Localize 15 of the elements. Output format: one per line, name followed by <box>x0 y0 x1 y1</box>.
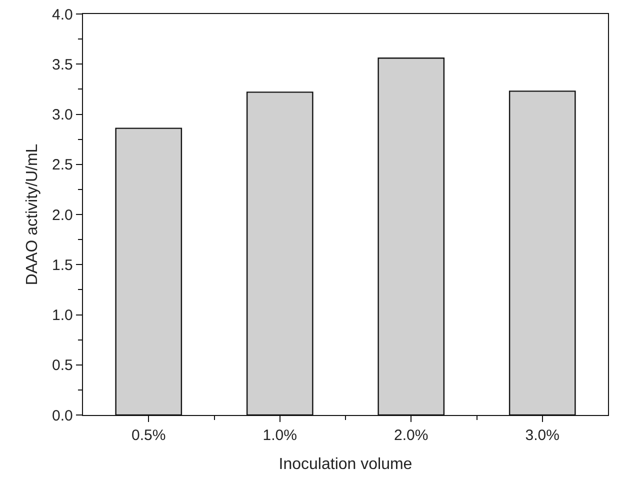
y-axis-title: DAAO activity/U/mL <box>24 144 41 286</box>
y-tick-label: 1.0 <box>52 307 73 324</box>
x-tick-label: 3.0% <box>525 427 560 444</box>
y-tick-label: 2.0 <box>52 206 73 224</box>
y-tick-label: 3.5 <box>52 56 73 74</box>
y-tick-label: 1.5 <box>52 256 73 274</box>
x-tick-label: 0.5% <box>132 427 166 444</box>
y-tick-label: 2.5 <box>52 156 73 174</box>
x-tick-label: 2.0% <box>394 427 428 444</box>
x-tick-label: 1.0% <box>262 427 297 444</box>
y-tick-label: 4.0 <box>52 6 73 24</box>
y-tick-label: 0.5 <box>52 357 73 374</box>
x-axis-title: Inoculation volume <box>278 456 412 473</box>
y-tick-label: 0.0 <box>52 407 73 424</box>
y-tick-label: 3.0 <box>52 106 73 124</box>
